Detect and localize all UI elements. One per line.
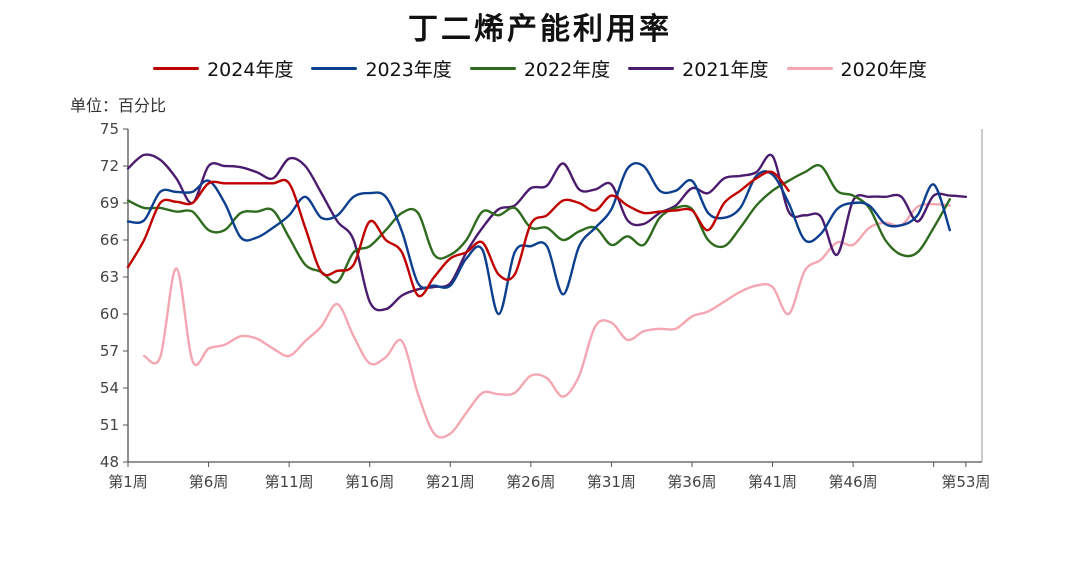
legend-label-2023: 2023年度 xyxy=(365,59,452,81)
legend-item-2024: 2024年度 xyxy=(153,55,293,82)
y-tick-label: 66 xyxy=(100,231,119,249)
x-tick-label: 第36周 xyxy=(667,473,716,491)
legend-item-2021: 2021年度 xyxy=(628,55,769,82)
y-tick-label: 60 xyxy=(100,305,119,323)
x-tick-label: 第6周 xyxy=(189,473,229,491)
y-tick-label: 75 xyxy=(100,120,119,138)
legend-label-2024: 2024年度 xyxy=(207,59,294,81)
x-tick-label: 第1周 xyxy=(108,473,148,491)
legend-swatch-2023 xyxy=(311,67,358,70)
x-tick-label: 第26周 xyxy=(506,473,555,491)
x-tick-label: 第16周 xyxy=(345,473,394,491)
x-tick-label: 第31周 xyxy=(587,473,636,491)
x-tick-label: 第53周 xyxy=(941,473,990,491)
series-line-2022 xyxy=(126,164,951,284)
unit-label: 单位：百分比 xyxy=(70,96,167,115)
legend-item-2022: 2022年度 xyxy=(469,55,611,82)
y-tick-label: 48 xyxy=(100,453,119,471)
legend-item-2020: 2020年度 xyxy=(786,55,927,82)
x-tick-label: 第41周 xyxy=(748,473,797,491)
legend-label-2020: 2020年度 xyxy=(840,59,927,81)
legend-item-2023: 2023年度 xyxy=(311,55,452,82)
series-line-2020 xyxy=(142,202,951,439)
legend-label-2022: 2022年度 xyxy=(523,59,611,81)
legend-swatch-2024 xyxy=(153,67,200,70)
legend-label-2021: 2021年度 xyxy=(682,59,769,81)
x-tick-label: 第21周 xyxy=(426,473,475,491)
x-tick-label: 第46周 xyxy=(829,473,878,491)
x-tick-label: 第11周 xyxy=(265,473,314,491)
y-tick-label: 51 xyxy=(100,416,119,434)
y-tick-label: 57 xyxy=(100,342,119,360)
series-line-2024 xyxy=(126,170,790,298)
chart-title: 丁二烯产能利用率 xyxy=(408,12,672,47)
legend-swatch-2020 xyxy=(786,67,833,70)
y-tick-label: 69 xyxy=(100,194,119,212)
chart-legend: 2024年度 2023年度 2022年度 2021年度 2020年度 xyxy=(0,55,1080,82)
y-tick-label: 63 xyxy=(100,268,119,286)
series-line-2023 xyxy=(126,161,951,316)
y-tick-label: 72 xyxy=(100,157,119,175)
series-line-2021 xyxy=(126,153,968,312)
y-tick-label: 54 xyxy=(100,379,119,397)
legend-swatch-2022 xyxy=(469,67,516,70)
legend-swatch-2021 xyxy=(628,67,675,70)
